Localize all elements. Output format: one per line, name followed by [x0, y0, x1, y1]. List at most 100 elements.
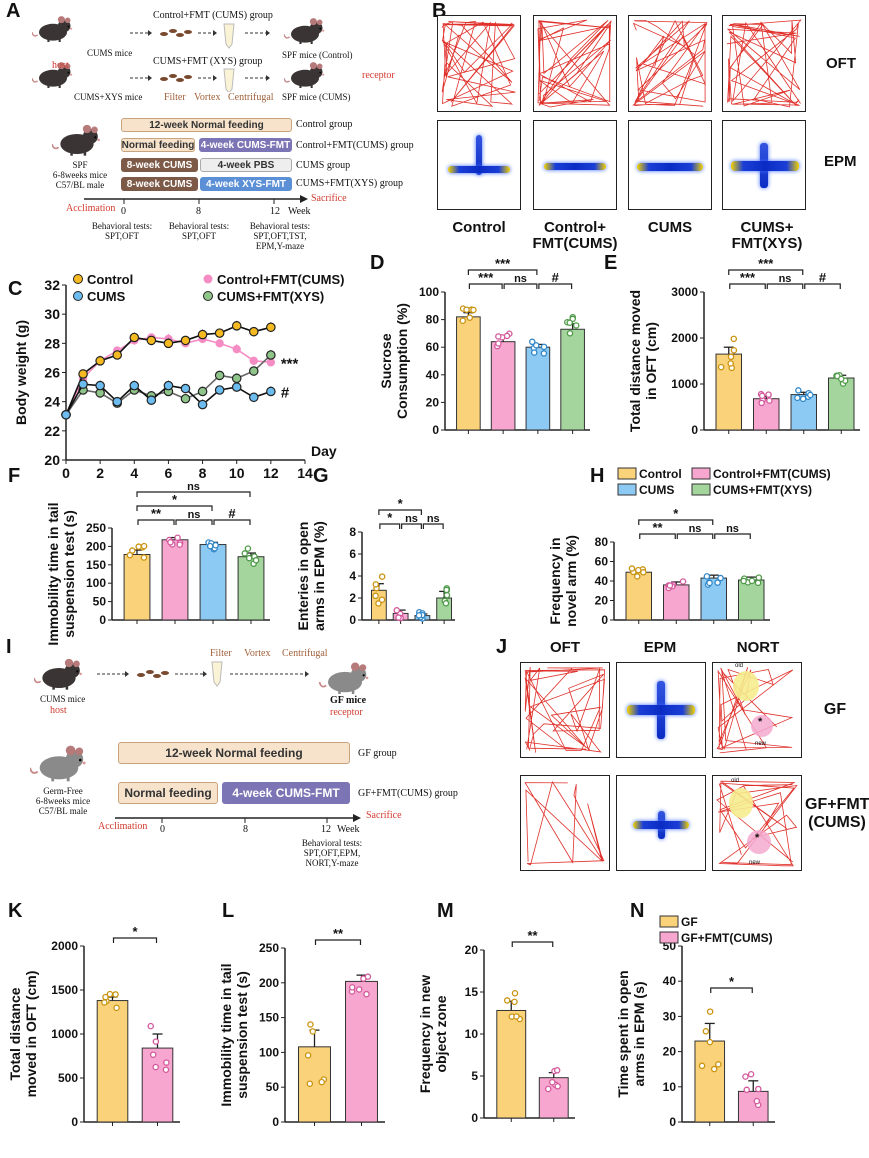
host-label: host: [52, 60, 69, 71]
receptor-label: receptor: [330, 707, 363, 718]
movement-track: [632, 19, 708, 107]
row-label-gf: GF: [805, 702, 865, 718]
bar: [456, 316, 481, 431]
data-point: [140, 554, 148, 561]
tests-line: SPT,OFT: [181, 231, 217, 241]
significance-bracket: [137, 519, 175, 525]
y-axis-label: moved in OFT (cm): [23, 971, 39, 1098]
bar: [737, 1090, 769, 1123]
oft-track-cums: [628, 15, 712, 112]
data-point: [197, 399, 208, 410]
data-point: [442, 600, 450, 607]
data-point: [443, 586, 450, 594]
group-label-line: CUMS: [647, 219, 693, 236]
mouse-info-line: C57/BL male: [55, 180, 105, 190]
y-axis-label: Enteries in open: [295, 522, 311, 631]
data-point: [740, 577, 747, 585]
data-point: [503, 997, 511, 1004]
data-point: [266, 386, 276, 397]
data-point: [180, 393, 191, 404]
mouse-info-line: 6-8weeks mice: [35, 796, 91, 806]
data-point: [549, 1078, 556, 1086]
group-label-control: Control: [439, 220, 519, 236]
y-tick-label: 0: [272, 1115, 279, 1129]
legend: GF GF+FMT(CUMS): [659, 915, 773, 945]
data-point: [318, 1078, 325, 1086]
y-axis-label: Frequency in: [547, 537, 563, 624]
mouse-info-line: C57/BL male: [38, 806, 88, 816]
y-tick-label: 0: [71, 1115, 78, 1129]
legend-label: CUMS+FMT(XYS): [713, 483, 812, 497]
nort-new-label: new: [755, 741, 767, 747]
column-label-nort: NORT: [736, 639, 780, 656]
data-point: [415, 612, 423, 619]
timeline-segment: 12-week Normal feeding: [118, 742, 350, 764]
bar: [694, 1040, 726, 1123]
timeline-segment: 4-week CUMS-FMT: [199, 138, 292, 152]
x-tick-label: 12: [263, 465, 279, 481]
data-point: [95, 356, 105, 366]
step-filter: Filter: [164, 92, 186, 103]
y-tick-label: 2000: [51, 939, 78, 953]
nort-old-label: old: [735, 663, 744, 669]
recipient-label: GF mice: [330, 695, 367, 706]
significance-bracket: [638, 519, 714, 525]
data-point: [529, 338, 536, 346]
sacrifice-label: Sacrifice: [311, 193, 347, 204]
movement-track: [524, 666, 606, 753]
y-tick-label: 28: [44, 335, 60, 351]
y-tick-label: 40: [595, 574, 609, 588]
gf-mouse-info: Germ-Free 6-8weeks mice C57/BL male: [30, 786, 96, 816]
data-point: [95, 380, 105, 391]
bar: [123, 553, 151, 621]
behavioral-tests: Behavioral tests: SPT,OFT,EPM, NORT,Y-maze: [294, 838, 370, 868]
panel-label-l: L: [222, 900, 235, 922]
y-axis-label: Immobility time in tail: [45, 502, 61, 645]
y-tick-label: 0: [669, 1115, 676, 1129]
timeline-segment: 12-week Normal feeding: [121, 118, 292, 132]
data-point: [61, 409, 71, 420]
data-point: [249, 356, 258, 366]
y-axis-label: arms in EPM (s): [631, 981, 647, 1086]
data-point: [679, 578, 687, 585]
data-point: [146, 335, 157, 346]
data-point: [698, 1062, 706, 1070]
y-tick-label: 200: [86, 539, 106, 553]
y-axis-label: arms in EPM (%): [311, 521, 327, 631]
x-tick-label: 0: [62, 465, 70, 481]
timeline-segment: Normal feeding: [118, 782, 218, 804]
data-point: [755, 574, 763, 581]
step-vortex: Vortex: [194, 92, 221, 103]
y-tick-label: 250: [86, 521, 106, 535]
data-point: [372, 581, 380, 588]
data-point: [466, 314, 474, 321]
significance-bracket: [467, 269, 538, 275]
data-point: [754, 579, 762, 587]
significance-label: *: [132, 924, 138, 939]
y-tick-label: 22: [44, 423, 60, 439]
acclimation-label: Acclimation: [98, 821, 148, 832]
y-tick-label: 100: [419, 285, 439, 299]
panel-label-g: G: [313, 465, 329, 487]
data-point: [554, 1083, 561, 1090]
group-label-line: Control: [452, 219, 506, 236]
timeline-segment: Normal feeding: [121, 138, 195, 152]
data-point: [304, 1052, 312, 1059]
significance-bracket: [511, 941, 554, 947]
data-point: [113, 1004, 120, 1012]
y-tick-label: 30: [44, 306, 60, 322]
mouse-info-line: SPF: [72, 160, 88, 170]
data-point: [78, 369, 88, 379]
data-point: [309, 1028, 317, 1035]
y-axis-label: Total distance moved: [627, 290, 643, 432]
bar: [345, 980, 378, 1123]
data-point: [180, 383, 191, 394]
data-point: [572, 322, 580, 329]
bar: [199, 544, 227, 621]
data-point: [149, 1051, 157, 1058]
chart-e: 0 1000 2000 3000 Total distance moved in OFT …: [627, 256, 860, 437]
row-label-epm: EPM: [824, 153, 857, 170]
significance-label: #: [552, 270, 560, 285]
y-tick-label: 0: [601, 613, 608, 627]
